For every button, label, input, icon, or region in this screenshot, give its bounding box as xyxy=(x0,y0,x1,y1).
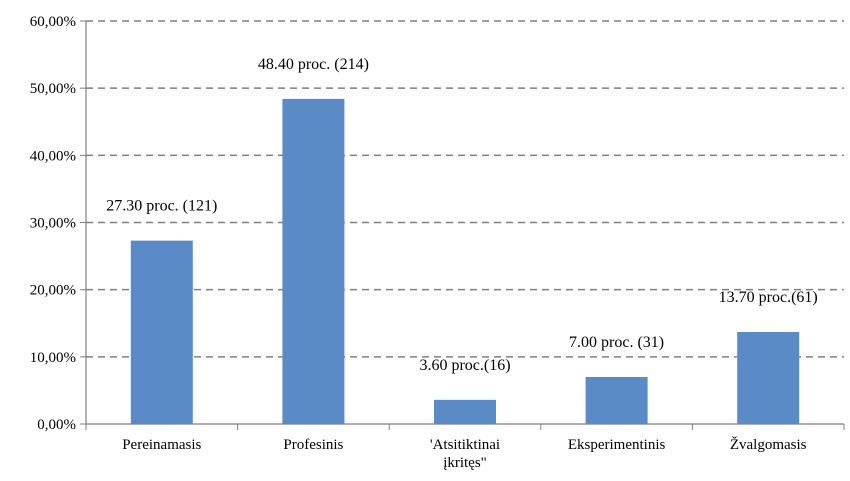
y-tick-label: 20,00% xyxy=(30,283,76,299)
axes xyxy=(85,21,845,430)
data-labels: 27.30 proc. (121) 48.40 proc. (214) 3.60 p… xyxy=(106,56,817,374)
data-label: 7.00 proc. (31) xyxy=(569,334,664,351)
bars xyxy=(130,98,800,424)
bar xyxy=(737,331,800,424)
category-label: Eksperimentinis xyxy=(568,437,666,453)
y-axis-ticks: 0,00% 10,00% 20,00% 30,00% 40,00% 50,00% 60,00… xyxy=(30,14,86,433)
bar xyxy=(434,399,496,424)
category-label: Profesinis xyxy=(283,437,343,453)
y-tick-label: 0,00% xyxy=(37,417,76,433)
category-label: įkritęs" xyxy=(443,455,487,471)
category-label: Pereinamasis xyxy=(122,437,201,453)
data-label: 3.60 proc.(16) xyxy=(419,357,510,374)
bar xyxy=(585,376,648,424)
y-tick-label: 60,00% xyxy=(30,14,76,30)
data-label: 27.30 proc. (121) xyxy=(106,198,217,215)
y-tick-label: 40,00% xyxy=(30,148,76,164)
category-label: Žvalgomasis xyxy=(730,436,807,453)
category-label: 'Atsitiktinai xyxy=(430,437,500,453)
y-tick-label: 50,00% xyxy=(30,81,76,97)
category-labels: Pereinamasis Profesinis 'Atsitiktinai įkrit… xyxy=(122,436,806,471)
bar xyxy=(130,240,193,424)
bar xyxy=(282,98,345,424)
data-label: 13.70 proc.(61) xyxy=(719,289,818,306)
y-tick-label: 10,00% xyxy=(30,350,76,366)
y-tick-label: 30,00% xyxy=(30,216,76,232)
gridlines xyxy=(86,20,844,358)
data-label: 48.40 proc. (214) xyxy=(258,56,369,73)
